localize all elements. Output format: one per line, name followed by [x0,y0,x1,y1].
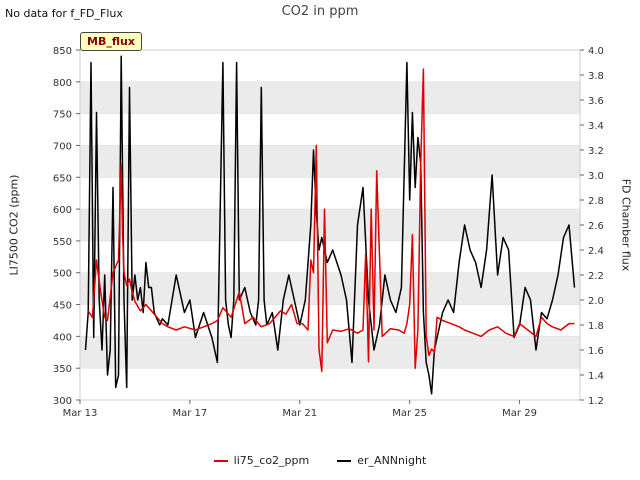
band [80,272,580,305]
series-line-er_ANNnight [84,55,576,395]
y2-tick-label: 2.6 [588,221,604,232]
y2-tick-label: 3.4 [588,121,604,132]
legend-label-er: er_ANNnight [357,454,427,467]
series-lines [84,55,576,395]
x-tick-label: Mar 25 [392,408,427,419]
y-tick-label: 600 [53,205,72,216]
y2-tick-label: 1.2 [588,396,604,407]
y-tick-label: 450 [53,301,72,312]
y-tick-label: 800 [53,78,72,89]
y2-tick-label: 2.2 [588,271,604,282]
y2-tick-label: 3.2 [588,146,604,157]
band [80,209,580,241]
band [80,145,580,178]
series-line-li75_co2_ppm [87,68,575,373]
y2-axis-label: FD Chamber flux [619,178,633,272]
y2-axis-ticks: 1.2 1.4 1.6 1.8 2.0 2.2 2.4 2.6 2.8 3.0 3.2 3.4 3.6 3… [580,46,604,407]
legend-swatch-er [337,459,352,462]
legend-label-li75: li75_co2_ppm [233,454,310,467]
y-tick-label: 850 [53,46,72,57]
y2-tick-label: 1.4 [588,371,604,382]
mb-flux-badge: MB_flux [80,32,142,51]
y2-tick-label: 2.4 [588,246,604,257]
y2-tick-label: 4.0 [588,46,604,57]
background-bands [80,81,580,369]
x-tick-label: Mar 21 [282,408,317,419]
legend-item-li75[interactable]: li75_co2_ppm [213,454,310,467]
x-tick-label: Mar 13 [63,408,98,419]
legend-swatch-li75 [213,459,228,462]
y2-tick-label: 3.0 [588,171,604,182]
x-tick-label: Mar 17 [172,408,207,419]
legend: li75_co2_ppm er_ANNnight [0,454,640,467]
y2-tick-label: 3.8 [588,71,604,82]
y-axis-label: LI7500 CO2 (ppm) [7,174,21,276]
band [80,336,580,369]
y-tick-label: 700 [53,141,72,152]
y-tick-label: 400 [53,332,72,343]
y-tick-label: 650 [53,173,72,184]
y2-tick-label: 2.8 [588,196,604,207]
y2-tick-label: 3.6 [588,96,604,107]
y2-tick-label: 2.0 [588,296,604,307]
no-data-message: No data for f_FD_Flux [5,7,123,20]
y-tick-label: 300 [53,396,72,407]
chart-title: CO2 in ppm [281,4,359,19]
y-axis-ticks: 300 350 400 450 500 550 600 650 700 750 800 850 [53,46,80,407]
band [80,81,580,114]
legend-item-er[interactable]: er_ANNnight [337,454,426,467]
y-tick-label: 350 [53,364,72,375]
x-axis-ticks: Mar 13 Mar 17 Mar 21 Mar 25 Mar 29 [63,400,537,419]
y-tick-label: 550 [53,237,72,248]
x-tick-label: Mar 29 [502,408,537,419]
y-tick-label: 750 [53,110,72,121]
y2-tick-label: 1.6 [588,346,604,357]
y2-tick-label: 1.8 [588,321,604,332]
y-tick-label: 500 [53,269,72,280]
